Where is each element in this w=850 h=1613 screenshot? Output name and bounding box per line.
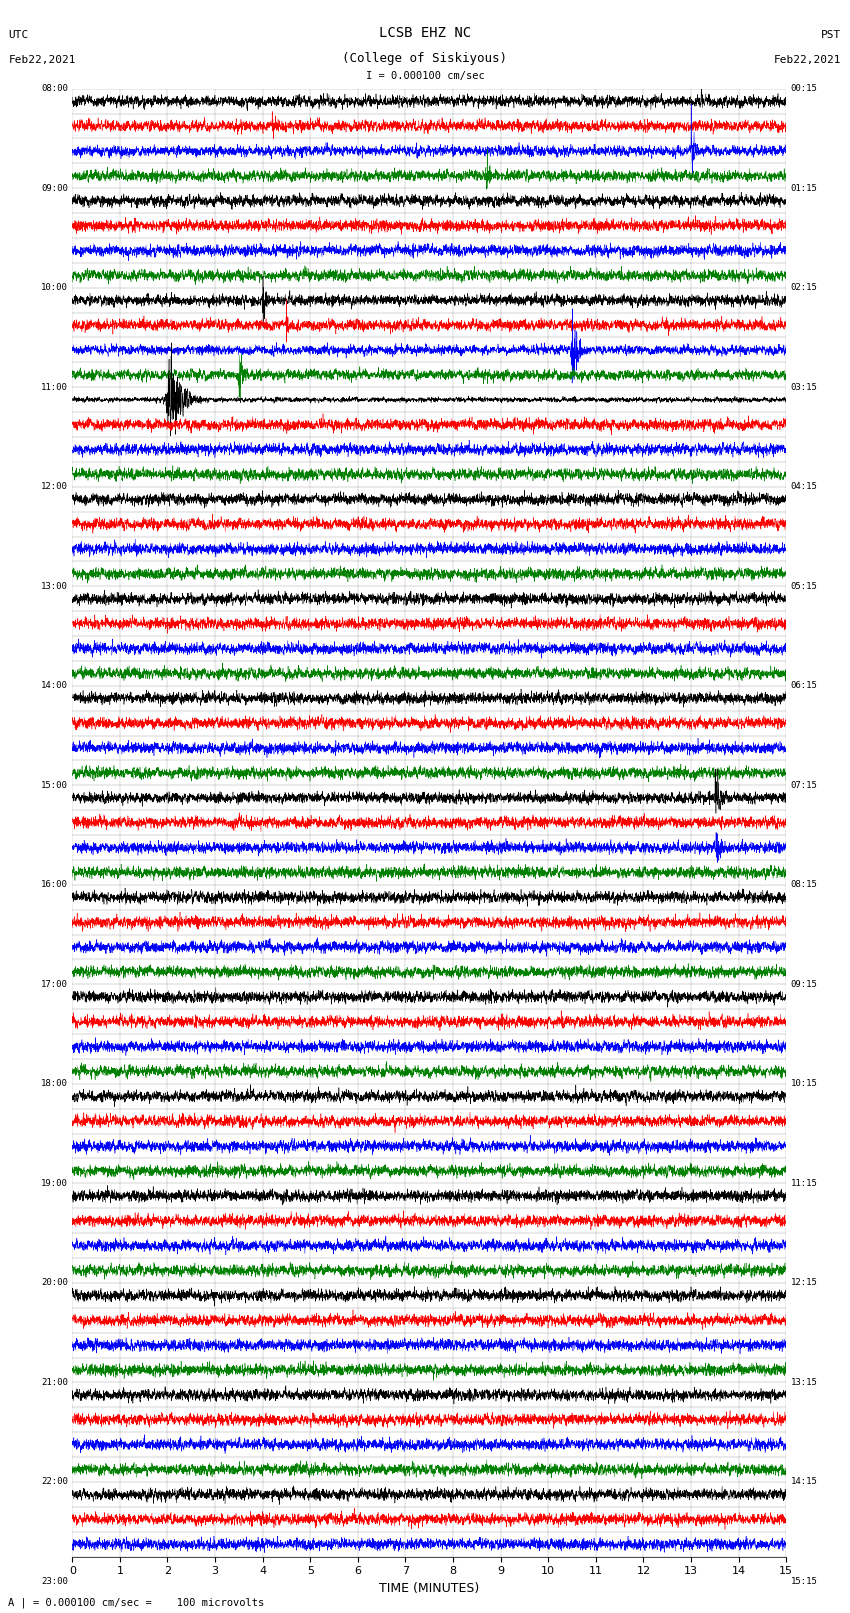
Text: 18:00: 18:00 bbox=[41, 1079, 68, 1089]
Text: 14:00: 14:00 bbox=[41, 681, 68, 690]
Text: 07:15: 07:15 bbox=[790, 781, 818, 790]
Text: 02:15: 02:15 bbox=[790, 284, 818, 292]
Text: PST: PST bbox=[821, 31, 842, 40]
Text: 09:00: 09:00 bbox=[41, 184, 68, 192]
Text: Feb22,2021: Feb22,2021 bbox=[774, 55, 842, 65]
Text: 19:00: 19:00 bbox=[41, 1179, 68, 1187]
Text: 01:15: 01:15 bbox=[790, 184, 818, 192]
Text: 14:15: 14:15 bbox=[790, 1478, 818, 1487]
Text: 23:00: 23:00 bbox=[41, 1578, 68, 1586]
Text: 16:00: 16:00 bbox=[41, 881, 68, 889]
Text: 11:00: 11:00 bbox=[41, 382, 68, 392]
Text: UTC: UTC bbox=[8, 31, 29, 40]
Text: 12:00: 12:00 bbox=[41, 482, 68, 492]
Text: 04:15: 04:15 bbox=[790, 482, 818, 492]
Text: A | = 0.000100 cm/sec =    100 microvolts: A | = 0.000100 cm/sec = 100 microvolts bbox=[8, 1597, 264, 1608]
Text: (College of Siskiyous): (College of Siskiyous) bbox=[343, 52, 507, 65]
Text: 21:00: 21:00 bbox=[41, 1378, 68, 1387]
Text: 06:15: 06:15 bbox=[790, 681, 818, 690]
Text: 11:15: 11:15 bbox=[790, 1179, 818, 1187]
Text: 15:15: 15:15 bbox=[790, 1578, 818, 1586]
Text: 05:15: 05:15 bbox=[790, 582, 818, 590]
Text: 00:15: 00:15 bbox=[790, 84, 818, 94]
Text: 08:15: 08:15 bbox=[790, 881, 818, 889]
Text: 15:00: 15:00 bbox=[41, 781, 68, 790]
Text: 17:00: 17:00 bbox=[41, 979, 68, 989]
Text: 09:15: 09:15 bbox=[790, 979, 818, 989]
Text: I = 0.000100 cm/sec: I = 0.000100 cm/sec bbox=[366, 71, 484, 81]
Text: Feb22,2021: Feb22,2021 bbox=[8, 55, 76, 65]
Text: 10:15: 10:15 bbox=[790, 1079, 818, 1089]
Text: 08:00: 08:00 bbox=[41, 84, 68, 94]
Text: 13:15: 13:15 bbox=[790, 1378, 818, 1387]
Text: 03:15: 03:15 bbox=[790, 382, 818, 392]
Text: 10:00: 10:00 bbox=[41, 284, 68, 292]
X-axis label: TIME (MINUTES): TIME (MINUTES) bbox=[379, 1582, 479, 1595]
Text: 20:00: 20:00 bbox=[41, 1279, 68, 1287]
Text: 13:00: 13:00 bbox=[41, 582, 68, 590]
Text: 12:15: 12:15 bbox=[790, 1279, 818, 1287]
Text: 22:00: 22:00 bbox=[41, 1478, 68, 1487]
Text: LCSB EHZ NC: LCSB EHZ NC bbox=[379, 26, 471, 40]
